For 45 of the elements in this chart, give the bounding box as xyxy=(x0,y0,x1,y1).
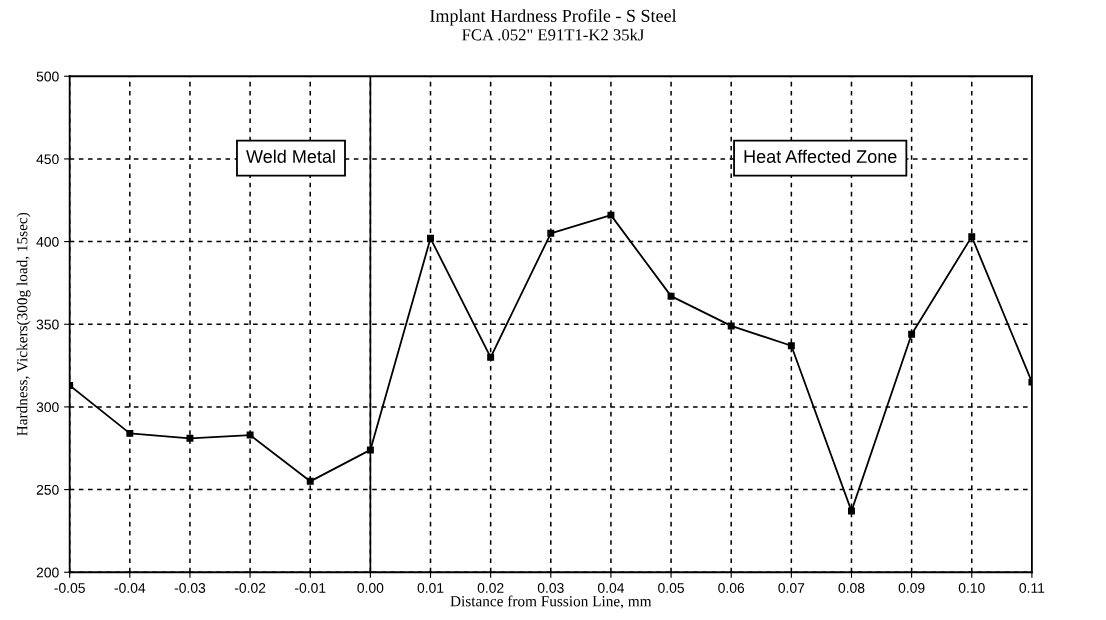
point xyxy=(427,234,434,242)
y-tick-label: 300 xyxy=(36,402,59,413)
x-tick-label: 0.05 xyxy=(658,583,684,593)
annotation: Weld Metal xyxy=(246,149,335,163)
y-tick-label: 350 xyxy=(36,319,59,330)
point xyxy=(787,342,795,350)
x-tick-label: 0.00 xyxy=(357,583,384,593)
y-tick-label: 450 xyxy=(36,154,59,165)
x-tick-label: 0.11 xyxy=(1019,583,1045,593)
x-tick-label: -0.05 xyxy=(54,583,85,593)
x-tick-label: 0.04 xyxy=(597,583,625,593)
x-tick-label: 0.06 xyxy=(718,583,745,593)
x-tick-label: -0.03 xyxy=(174,583,206,593)
point xyxy=(908,330,916,338)
point xyxy=(968,233,976,241)
x-tick-label: 0.01 xyxy=(417,583,444,593)
y-tick-label: 250 xyxy=(36,484,59,495)
chart-title: Implant Hardness Profile - S Steel xyxy=(430,8,677,26)
x-tick-label: 0.08 xyxy=(838,583,865,593)
y-tick-label: 200 xyxy=(36,567,59,578)
x-tick-label: 0.10 xyxy=(958,583,985,593)
chart-subtitle: FCA .052" E91T1-K2 35kJ xyxy=(462,28,645,41)
point xyxy=(607,211,615,219)
point xyxy=(848,507,855,515)
point xyxy=(126,429,134,437)
x-tick-label: -0.02 xyxy=(234,583,266,593)
point xyxy=(366,446,374,454)
point xyxy=(487,353,495,361)
y-tick-label: 500 xyxy=(36,71,59,82)
x-tick-label: -0.01 xyxy=(295,583,326,593)
y-axis-title: Hardness, Vickers(300g load, 15sec) xyxy=(16,212,31,436)
x-tick-label: 0.09 xyxy=(898,583,925,593)
point xyxy=(547,229,555,237)
point xyxy=(667,292,675,300)
x-tick-label: 0.02 xyxy=(477,583,504,593)
point xyxy=(306,477,314,485)
y-tick-label: 400 xyxy=(36,236,59,247)
x-axis-title: Distance from Fussion Line, mm xyxy=(450,595,652,609)
x-tick-label: 0.07 xyxy=(778,583,805,593)
point xyxy=(727,322,735,330)
x-tick-label: 0.03 xyxy=(537,583,564,593)
annotation: Heat Affected Zone xyxy=(744,149,897,163)
point xyxy=(186,434,194,442)
point xyxy=(246,431,254,439)
x-tick-label: -0.04 xyxy=(114,583,146,593)
